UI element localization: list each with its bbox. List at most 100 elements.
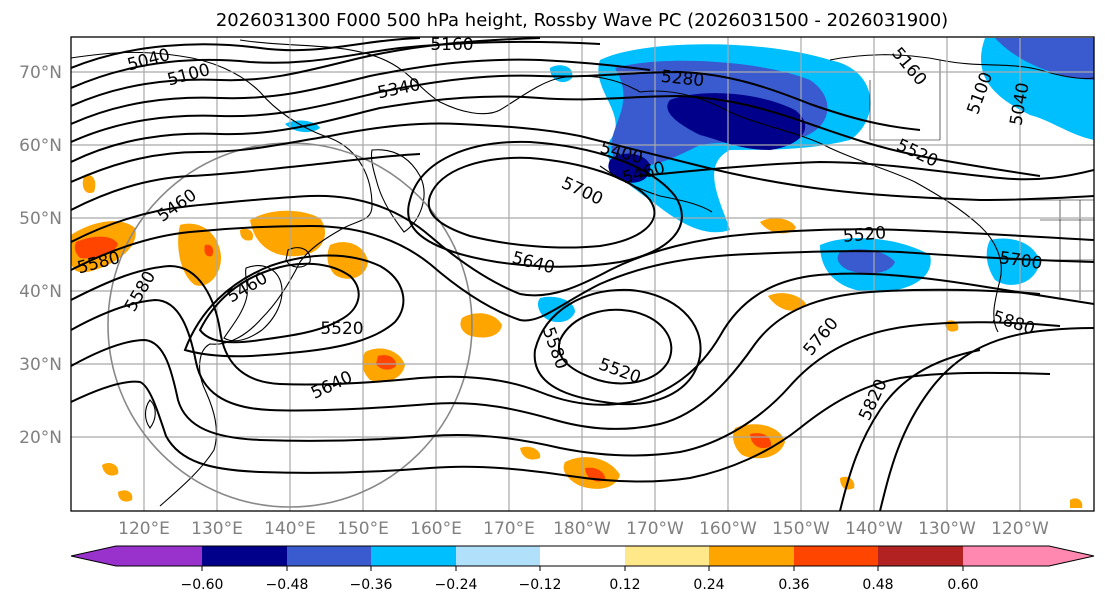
colorbar-tick-label: 0.60 [947, 577, 978, 593]
pos-anomaly-small-5 [1070, 498, 1083, 508]
contour-5880-east [879, 327, 1094, 511]
colorbar-bin [71, 546, 116, 566]
contour-5040-5100-north [71, 37, 421, 69]
lon-label: 120°W [991, 519, 1049, 539]
coastline-hokkaido [285, 247, 311, 268]
colorbar-tick-label: −0.12 [519, 577, 562, 593]
lon-label: 180°W [553, 519, 611, 539]
colorbar-bin [287, 546, 371, 566]
colorbar-tick-label: 0.36 [778, 577, 809, 593]
lat-label: 50°N [19, 209, 62, 229]
colorbar-bin [963, 546, 1049, 566]
lat-label: 70°N [19, 63, 62, 83]
latitude-labels: 70°N 60°N 50°N 40°N 30°N 20°N [19, 63, 62, 448]
contour-5400 [71, 122, 1094, 202]
lon-label: 170°W [626, 519, 684, 539]
contour-5580-band [71, 224, 1094, 322]
lon-label: 160°E [410, 519, 462, 539]
colorbar-bin [116, 546, 202, 566]
contour-5760-band [71, 321, 1061, 457]
lon-label: 170°E [483, 519, 535, 539]
contour-5580-loop-east [533, 288, 702, 406]
contour-5160 [71, 37, 541, 107]
lat-label: 30°N [19, 355, 62, 375]
colorbar-bin [371, 546, 456, 566]
map-panel: 5160 5040 5100 5340 5280 5160 5100 5040 … [70, 35, 1095, 512]
contour-5700-band [71, 288, 1041, 430]
map-title: 2026031300 F000 500 hPa height, Rossby W… [216, 10, 948, 31]
neg-anomaly-alaska-core [667, 93, 806, 150]
colorbar-bin [625, 546, 709, 566]
contour-5520-band [71, 194, 1094, 297]
contour-label: 5280 [660, 67, 705, 91]
contour-5220 [71, 58, 651, 125]
coastline-taiwan-philippines [144, 399, 156, 429]
contour-5460-loop [198, 262, 360, 344]
neg-anomaly-coast [986, 238, 1040, 285]
colorbar-tick-label: −0.48 [266, 577, 309, 593]
contour-5520-loop-east [557, 308, 673, 385]
colorbar-tick-label: −0.36 [350, 577, 393, 593]
lon-label: 130°E [191, 519, 243, 539]
colorbar-tick-label: −0.60 [181, 577, 224, 593]
pos-anomaly-small-1 [102, 463, 119, 476]
pos-anomaly-small-3 [82, 174, 96, 194]
coastline-alaska [639, 90, 1002, 333]
contour-5820-band [71, 371, 1051, 483]
contour-5100 [71, 40, 601, 89]
lon-label: 150°W [772, 519, 830, 539]
contour-5640-band [71, 264, 1094, 406]
colorbar-bin [794, 546, 878, 566]
contour-5640-loop-north [407, 140, 683, 268]
graticule [71, 37, 1094, 511]
pos-anomaly-japan-sea [250, 210, 325, 257]
contour-5700-loop-north [427, 156, 656, 249]
pos-anomaly-manchuria-core [204, 244, 214, 257]
contour-5280 [71, 70, 921, 143]
pos-anomaly-small-4 [520, 446, 541, 460]
pos-anomaly-midpacific [460, 313, 502, 338]
lat-label: 60°N [19, 136, 62, 156]
pos-anomaly-subtrop-west-core [376, 355, 397, 370]
contour-5520-loop-west [183, 254, 405, 358]
contour-5460-north-east [639, 160, 1094, 181]
political-borders [869, 60, 1094, 300]
colorbar-tick-label: −0.24 [435, 577, 478, 593]
colorbar: −0.60 −0.48 −0.36 −0.24 −0.12 0.12 0.24 … [70, 545, 1095, 593]
border-canada-us [869, 80, 940, 141]
lon-label: 130°W [918, 519, 976, 539]
neg-anomaly-bering-core [608, 153, 651, 183]
lon-label: 140°W [845, 519, 903, 539]
contour-label: 5520 [320, 319, 363, 339]
contour-5820-east [839, 349, 981, 511]
coastline-japan [223, 265, 283, 342]
colorbar-bin [709, 546, 794, 566]
lat-label: 20°N [19, 428, 62, 448]
pos-anomaly-small-2 [118, 490, 133, 502]
neg-anomaly-pacific-east-core [837, 249, 895, 274]
coastline-kamchatka [370, 149, 425, 233]
colorbar-bin [878, 546, 963, 566]
lat-label: 40°N [19, 282, 62, 302]
border-us-states [1040, 200, 1094, 300]
pos-anomaly-small-8 [240, 228, 254, 241]
colorbar-tick-label: 0.48 [862, 577, 893, 593]
pos-anomaly-alaska-south [760, 218, 796, 234]
contour-label: 5520 [842, 223, 887, 247]
colorbar-tick-label: 0.12 [609, 577, 640, 593]
lon-label: 140°E [264, 519, 316, 539]
lon-label: 160°W [699, 519, 757, 539]
contour-label: 5160 [430, 35, 473, 55]
colorbar-bin [1049, 546, 1094, 566]
coastline-canada [829, 54, 1094, 80]
contour-5460-west [71, 153, 421, 211]
height-contours [71, 37, 1094, 511]
longitude-labels: 120°E 130°E 140°E 150°E 160°E 170°E 180°… [118, 519, 1049, 539]
colorbar-bin [540, 546, 625, 566]
contour-5340 [71, 94, 1041, 177]
pos-anomaly-east-pacific [768, 293, 806, 311]
map-frame [70, 36, 1095, 512]
lon-label: 150°E [337, 519, 389, 539]
colorbar-outline [70, 545, 1095, 567]
